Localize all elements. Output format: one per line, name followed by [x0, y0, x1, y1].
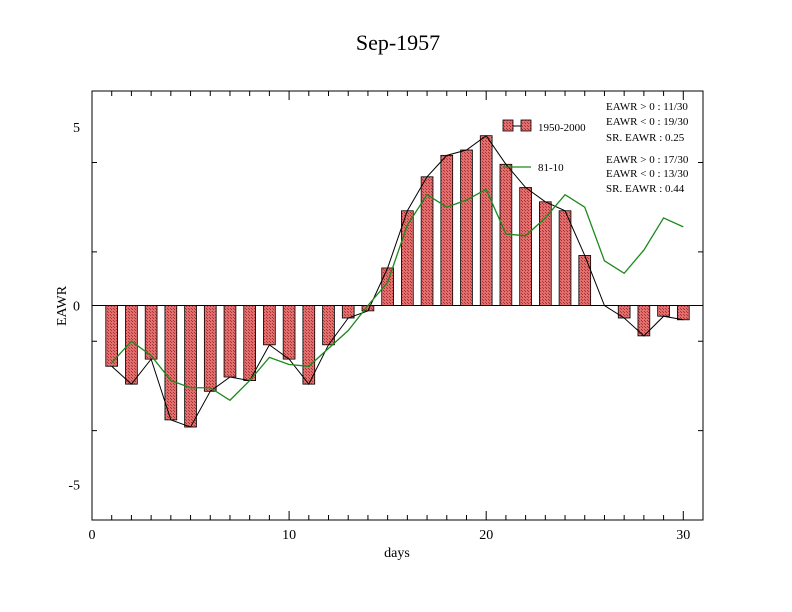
bar-day-10 [282, 305, 296, 360]
legend-swatch-1950-2000-right [520, 119, 532, 132]
bar-day-11 [302, 305, 316, 385]
series-line-1950-2000 [111, 134, 684, 428]
bar-day-5 [184, 305, 197, 428]
bar-day-29 [657, 305, 670, 317]
bar-day-30 [676, 305, 690, 321]
stats-annotation-81-10: EAWR > 0 : 17/30 EAWR < 0 : 13/30 SR. EA… [606, 154, 689, 195]
bar-day-7 [223, 305, 237, 378]
legend-label-81-10: 81-10 [538, 162, 564, 174]
annotation-line: EAWR < 0 : 19/30 [606, 116, 689, 128]
chart-title: Sep-1957 [356, 30, 440, 55]
annotation-line: EAWR > 0 : 17/30 [606, 154, 689, 166]
legend: 1950-2000 81-10 [502, 119, 586, 174]
bar-day-27 [617, 305, 631, 319]
axis-ticks: 0 10 20 30 -5 0 5 [68, 91, 704, 543]
y-tick-label: 0 [73, 300, 80, 315]
stats-annotation-1950-2000: EAWR > 0 : 11/30 EAWR < 0 : 19/30 SR. EA… [606, 101, 689, 144]
bar-day-6 [203, 305, 217, 392]
bar-day-9 [263, 305, 276, 346]
y-axis-label: EAWR [55, 285, 70, 326]
x-tick-label: 20 [479, 528, 493, 543]
annotation-line: EAWR < 0 : 13/30 [606, 168, 689, 180]
x-axis-label: days [384, 546, 410, 561]
annotation-line: EAWR > 0 : 11/30 [606, 101, 688, 113]
bar-day-18 [440, 154, 454, 306]
bar-day-20 [479, 135, 493, 306]
x-tick-label: 0 [89, 528, 96, 543]
x-tick-label: 30 [676, 528, 690, 543]
bar-day-8 [243, 305, 256, 381]
bar-day-25 [578, 255, 592, 306]
x-tick-label: 10 [282, 528, 296, 543]
bar-day-24 [558, 210, 572, 306]
series-line-81-10 [111, 188, 684, 402]
y-tick-label: 5 [73, 121, 80, 136]
annotation-line: SR. EAWR : 0.44 [606, 183, 685, 195]
bar-day-4 [164, 305, 178, 421]
bar-day-22 [519, 187, 532, 306]
bar-day-17 [420, 176, 434, 306]
legend-label-1950-2000: 1950-2000 [538, 122, 586, 134]
bar-day-3 [144, 305, 158, 360]
bars-1950-2000 [105, 135, 690, 428]
annotation-line: SR. EAWR : 0.25 [606, 132, 685, 144]
bar-day-19 [460, 149, 473, 306]
bar-day-1 [105, 305, 119, 367]
y-tick-label: -5 [68, 478, 80, 493]
legend-swatch-1950-2000-left [502, 119, 514, 132]
